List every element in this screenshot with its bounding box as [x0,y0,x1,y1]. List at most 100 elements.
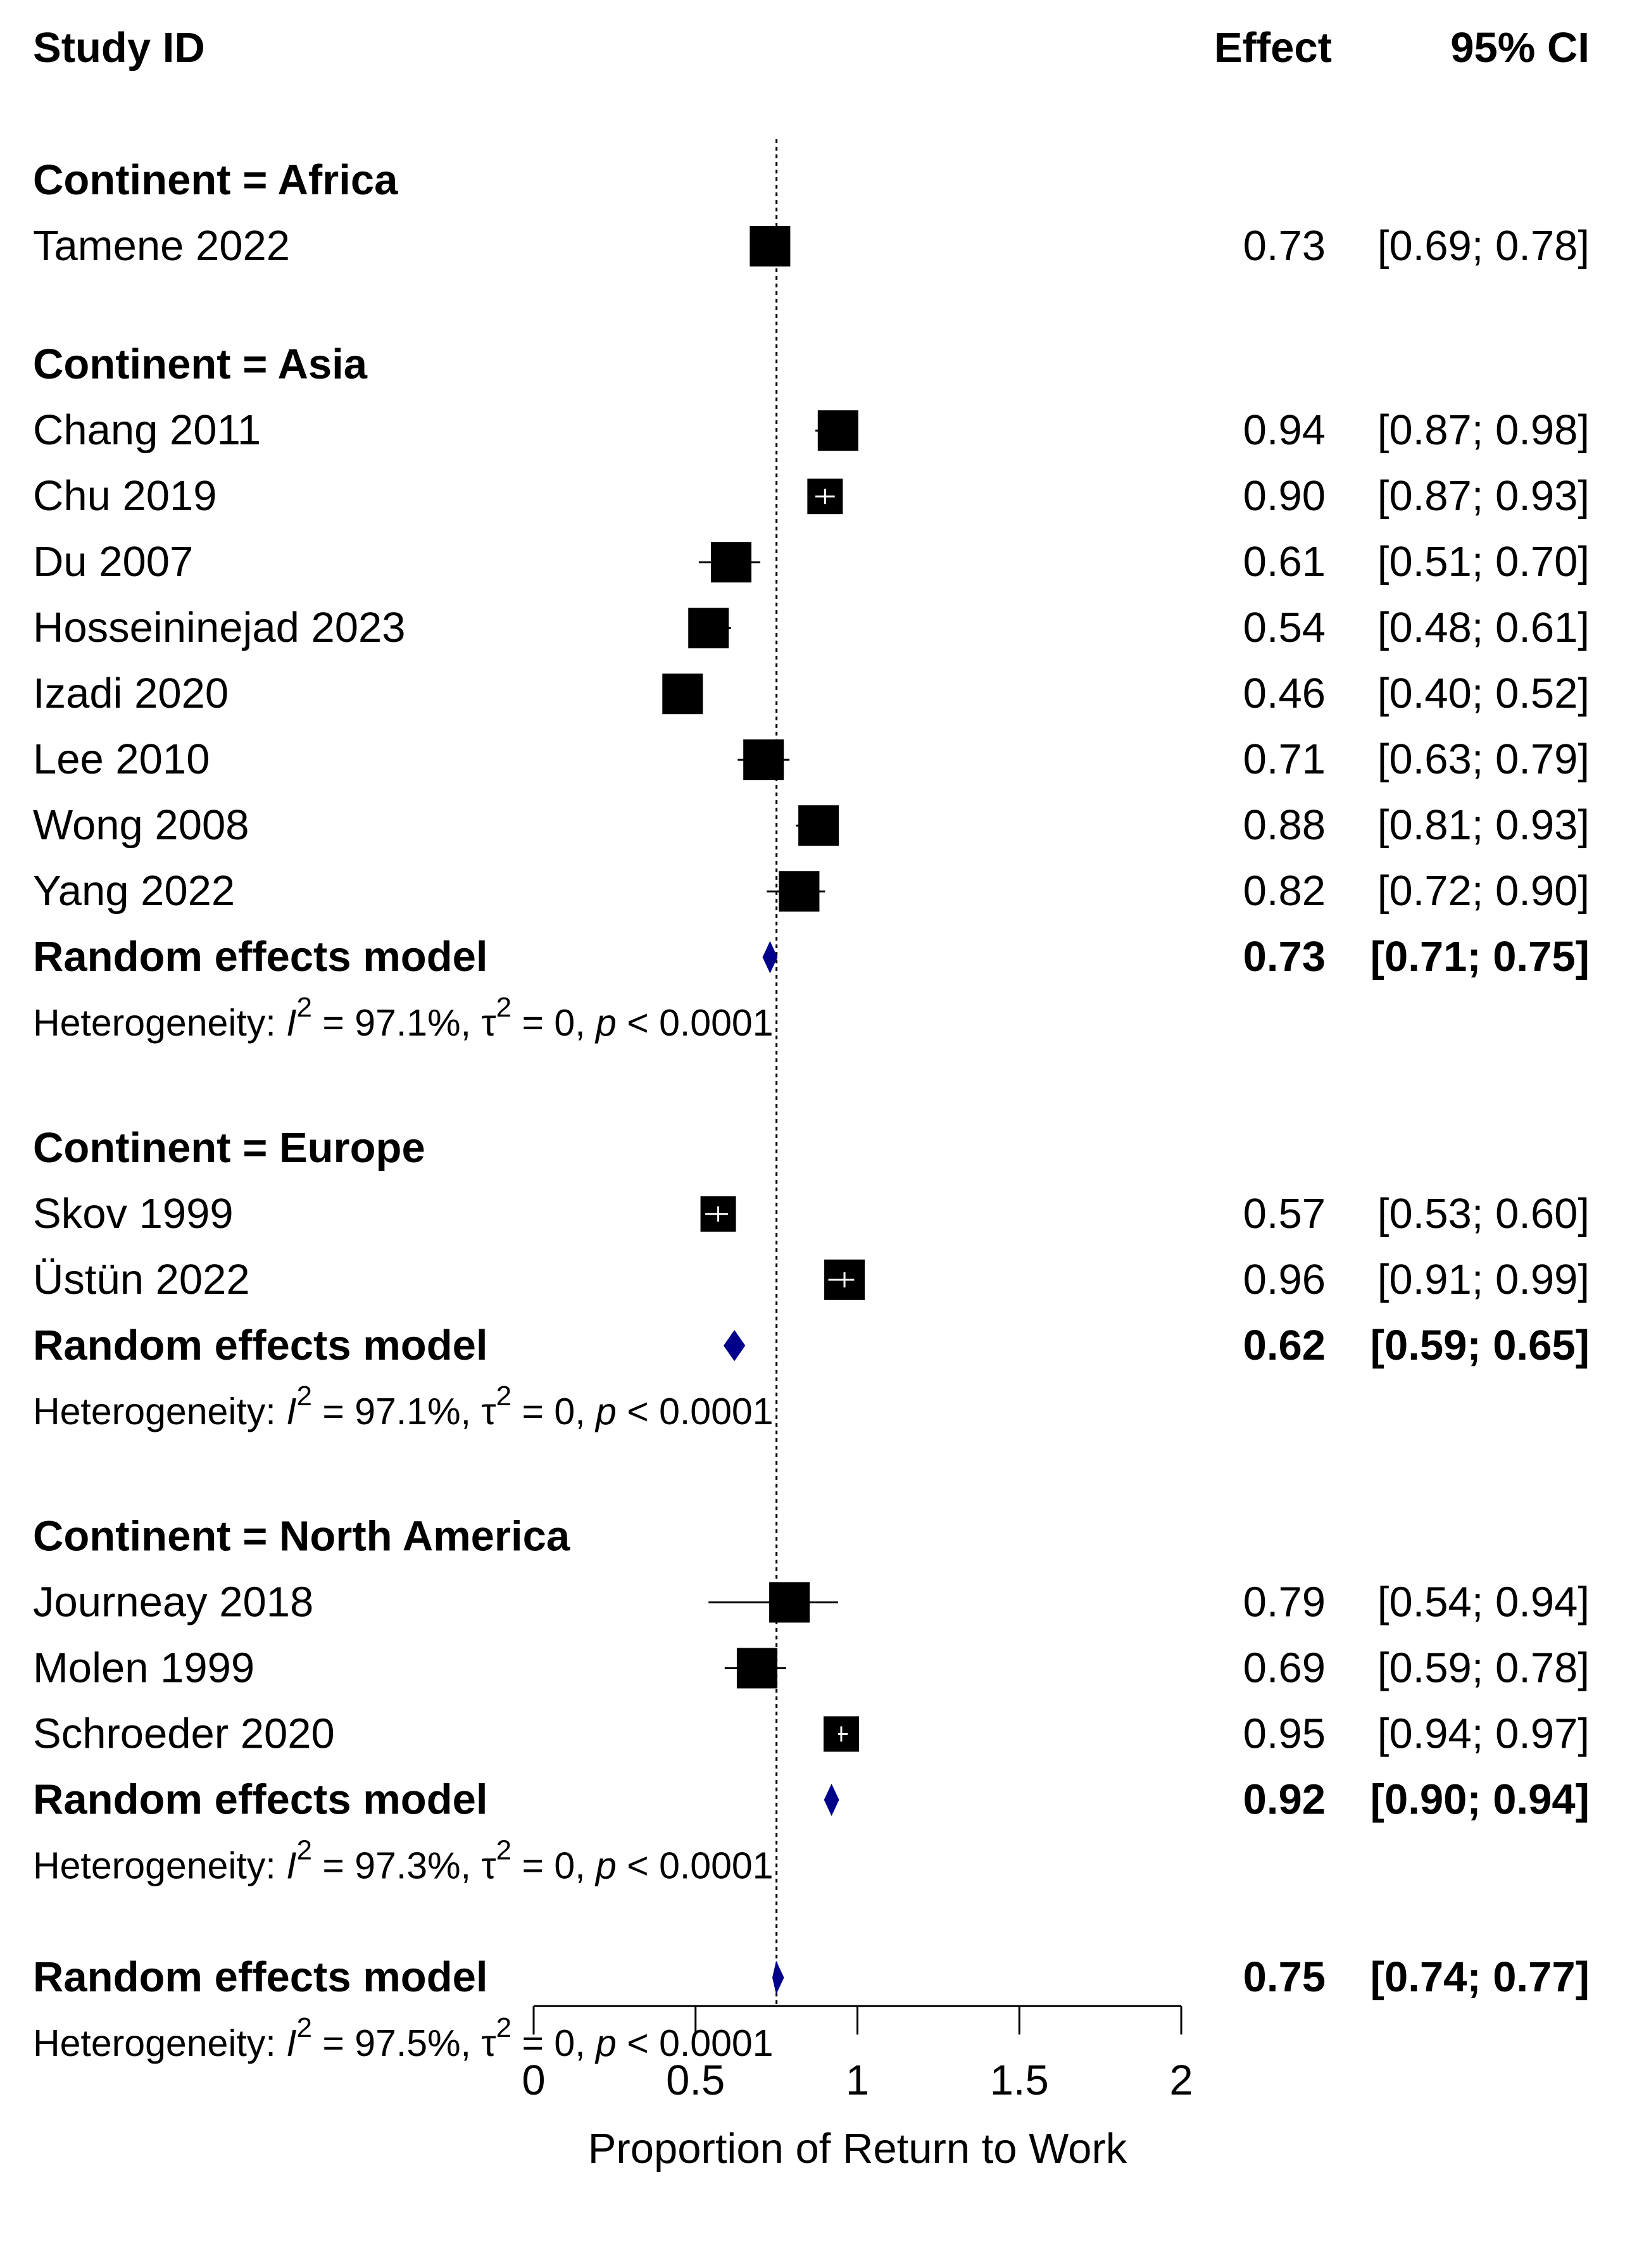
het-equals: = [312,2022,354,2064]
study-row-effect: 0.96 [1243,1256,1326,1303]
het-equals: = [511,1002,554,1044]
het-equals: = [312,1391,354,1432]
study-row-ci: [0.40; 0.52] [1377,670,1590,717]
x-tick-label: 0.5 [666,2057,725,2104]
het-i-symbol: I [286,1002,296,1044]
study-row-ci: [0.94; 0.97] [1377,1710,1590,1757]
study-box [662,674,703,715]
study-row-label: Hosseininejad 2023 [33,604,406,651]
study-row-effect: 0.71 [1243,736,1326,783]
study-row-effect: 0.79 [1243,1578,1326,1626]
pooled-row-label: Random effects model [33,1322,488,1369]
study-box [779,871,820,912]
study-row-label: Üstün 2022 [33,1256,250,1303]
het-i2-value: 97.3% [354,1845,460,1886]
study-row-label: Wong 2008 [33,801,249,849]
study-box [688,608,729,649]
pooled-row-effect: 0.92 [1243,1776,1326,1823]
het-tau-symbol: , τ [461,1845,496,1886]
header-study-id: Study ID [33,24,205,72]
study-row-ci: [0.87; 0.98] [1377,406,1590,454]
study-row-label: Chang 2011 [33,406,261,454]
study-row-label: Izadi 2020 [33,670,229,717]
het-superscript: 2 [297,992,312,1023]
study-row-effect: 0.95 [1243,1710,1326,1757]
study-row-ci: [0.54; 0.94] [1377,1578,1590,1626]
het-equals: = [511,1391,554,1432]
study-row-label: Chu 2019 [33,472,217,520]
het-superscript: 2 [496,1834,511,1865]
study-row-effect: 0.73 [1243,222,1326,270]
study-row-ci: [0.51; 0.70] [1377,538,1590,586]
het-p-value: < 0.0001 [617,1002,774,1044]
x-tick-label: 2 [1169,2057,1193,2104]
study-row-ci: [0.63; 0.79] [1377,736,1590,783]
pooled-row-effect: 0.62 [1243,1322,1326,1369]
study-box [711,542,752,583]
group-heading: Continent = Africa [33,156,398,204]
het-p-value: < 0.0001 [617,1845,774,1886]
het-equals: = [511,1845,554,1886]
study-row-effect: 0.54 [1243,604,1326,651]
study-row-label: Molen 1999 [33,1644,254,1691]
overall-row-ci: [0.74; 0.77] [1371,1953,1590,2001]
study-row-effect: 0.46 [1243,670,1326,717]
plot-area: Continent = Africa Tamene 2022 0.73 [0.69; … [33,139,1590,2172]
het-p-symbol: p [594,1391,617,1432]
study-row-effect: 0.82 [1243,867,1326,915]
overall-row-label: Random effects model [33,1953,488,2001]
study-row-ci: [0.81; 0.93] [1377,801,1590,849]
het-tau2-value: 0 [554,2022,575,2064]
het-i2-value: 97.5% [354,2022,460,2064]
study-row-label: Lee 2010 [33,736,210,783]
heterogeneity-text: Heterogeneity: I2 = 97.1%, τ2 = 0, p < 0… [33,1381,774,1432]
study-row-ci: [0.48; 0.61] [1377,604,1590,651]
group-heading: Continent = Asia [33,341,368,388]
het-p-symbol: p [594,2022,617,2064]
study-row-effect: 0.90 [1243,472,1326,520]
study-row-label: Schroeder 2020 [33,1710,335,1757]
study-row-effect: 0.94 [1243,406,1326,454]
overall-row-effect: 0.75 [1243,1953,1326,2001]
study-row-label: Tamene 2022 [33,222,290,270]
pooled-diamond [723,1330,746,1362]
study-row-label: Du 2007 [33,538,193,586]
pooled-row-effect: 0.73 [1243,933,1326,981]
het-p-symbol: p [594,1845,617,1886]
het-i-symbol: I [286,1391,296,1432]
study-row-effect: 0.57 [1243,1190,1326,1237]
het-separator: , [575,1845,596,1886]
pooled-diamond [762,941,778,974]
study-row-effect: 0.69 [1243,1644,1326,1691]
study-box [769,1582,810,1623]
het-p-symbol: p [594,1002,617,1044]
het-tau2-value: 0 [554,1002,575,1044]
study-row-label: Skov 1999 [33,1190,234,1237]
study-box [743,739,784,780]
study-row-ci: [0.87; 0.93] [1377,472,1590,520]
het-prefix: Heterogeneity: [33,1845,286,1886]
study-box [817,410,858,451]
pooled-diamond [772,1960,784,1995]
study-row-ci: [0.59; 0.78] [1377,1644,1590,1691]
group-heading: Continent = North America [33,1512,570,1560]
header-ci: 95% CI [1450,24,1590,72]
het-equals: = [312,1845,354,1886]
pooled-diamond [824,1783,839,1816]
het-tau2-value: 0 [554,1845,575,1886]
het-superscript: 2 [496,1381,511,1412]
study-box [736,1648,777,1689]
het-prefix: Heterogeneity: [33,1391,286,1432]
x-tick-label: 1.5 [990,2057,1049,2104]
study-row-label: Journeay 2018 [33,1578,313,1626]
group-heading: Continent = Europe [33,1124,425,1172]
het-i-symbol: I [286,2022,296,2064]
het-superscript: 2 [297,1834,312,1865]
pooled-row-ci: [0.90; 0.94] [1371,1776,1590,1823]
het-separator: , [575,1002,596,1044]
het-superscript: 2 [297,2012,312,2043]
study-row-effect: 0.88 [1243,801,1326,849]
study-row-ci: [0.91; 0.99] [1377,1256,1590,1303]
het-tau2-value: 0 [554,1391,575,1432]
